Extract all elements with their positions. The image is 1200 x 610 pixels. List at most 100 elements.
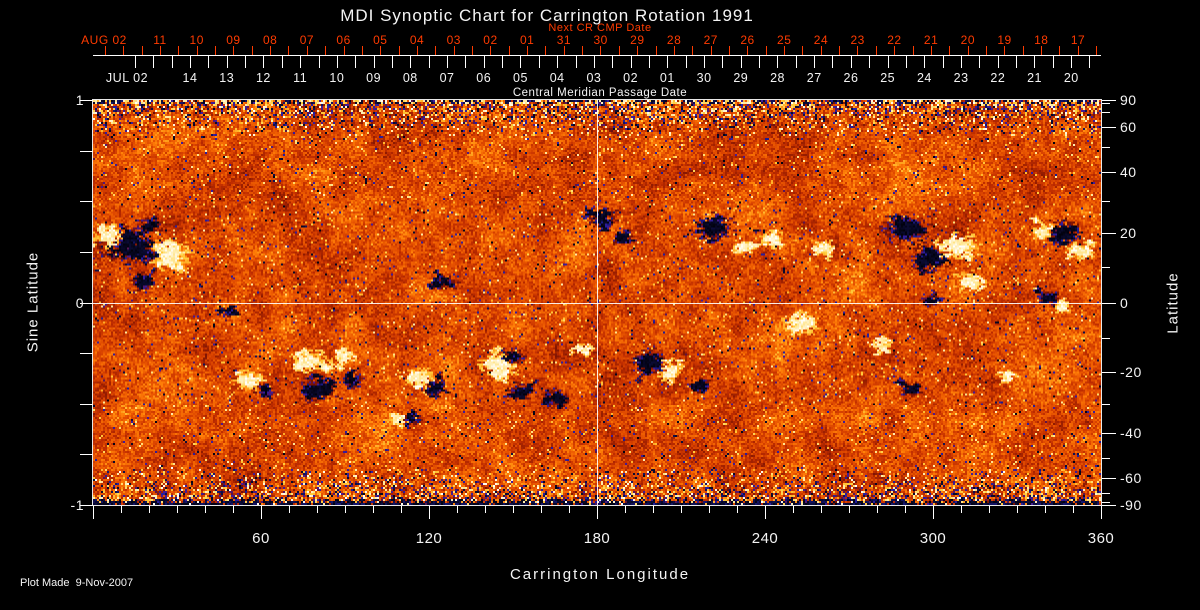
longitude-tick	[597, 506, 598, 519]
cmp-tick	[704, 56, 705, 68]
cmp-tick	[648, 56, 650, 68]
next-cr-day-label: 31	[556, 33, 572, 47]
next-cr-tick	[380, 46, 382, 55]
next-cr-day-label: 28	[666, 33, 682, 47]
sine-latitude-tick	[80, 150, 93, 152]
cmp-tick	[1034, 56, 1036, 68]
cmp-tick	[373, 56, 375, 68]
next-cr-day-label: 06	[336, 33, 351, 47]
longitude-minor-tick	[989, 506, 990, 513]
latitude-minor-tick	[1102, 267, 1110, 269]
cmp-day-label: 26	[843, 71, 859, 85]
sine-latitude-tick	[80, 505, 93, 506]
longitude-tick-label: 180	[583, 530, 611, 547]
longitude-minor-tick	[373, 506, 374, 513]
next-cr-tick	[196, 46, 198, 55]
cmp-day-label: 09	[366, 71, 382, 85]
cmp-tick	[905, 56, 907, 68]
longitude-minor-tick	[653, 506, 654, 513]
longitude-minor-tick	[849, 506, 850, 513]
next-cr-day-label: 20	[960, 33, 976, 47]
next-cr-day-label: 03	[446, 33, 461, 47]
cmp-day-label: 03	[586, 71, 602, 85]
cmp-day-label: 11	[293, 71, 308, 85]
latitude-tick-label: -20	[1120, 363, 1142, 380]
longitude-tick-label: 360	[1087, 530, 1115, 547]
next-cr-day-label: 01	[520, 33, 535, 47]
longitude-minor-tick	[485, 506, 486, 513]
cmp-tick	[410, 56, 412, 68]
cmp-day-label: 12	[255, 71, 271, 85]
cmp-month-label: JUL 02	[105, 71, 149, 85]
cmp-tick	[1089, 56, 1091, 68]
next-cr-tick	[159, 46, 161, 55]
longitude-minor-tick	[1017, 506, 1018, 513]
next-cr-tick	[1077, 46, 1079, 55]
next-cr-tick	[967, 46, 969, 55]
sine-latitude-tick-label: -1	[70, 497, 84, 513]
next-cr-day-label: 23	[850, 33, 865, 47]
longitude-minor-tick	[233, 506, 234, 513]
cmp-day-label: 27	[806, 71, 822, 85]
latitude-tick-label: -60	[1120, 469, 1142, 486]
next-cr-tick	[416, 46, 418, 55]
longitude-tick	[429, 506, 430, 519]
latitude-tick-label: 0	[1120, 294, 1129, 311]
cmp-tick	[135, 56, 136, 68]
next-cr-tick	[435, 46, 437, 55]
cmp-tick	[465, 56, 467, 68]
longitude-minor-tick	[177, 506, 178, 513]
sine-latitude-tick-label: 1	[75, 92, 84, 108]
longitude-tick-label: 60	[252, 530, 270, 547]
cmp-tick	[575, 56, 577, 68]
next-cr-day-label: 17	[1070, 33, 1086, 47]
longitude-tick	[1101, 506, 1102, 519]
longitude-tick	[261, 506, 262, 519]
next-cr-tick	[123, 46, 125, 55]
next-cr-tick	[728, 46, 730, 55]
longitude-minor-tick	[457, 506, 458, 513]
sine-latitude-tick	[80, 353, 93, 355]
next-cr-tick	[398, 46, 400, 55]
cmp-tick	[667, 56, 669, 68]
next-cr-tick	[104, 46, 106, 55]
cmp-tick	[245, 56, 247, 68]
next-cr-tick	[985, 46, 987, 55]
cmp-tick	[1071, 56, 1073, 68]
cmp-tick	[869, 56, 871, 68]
latitude-tick	[1102, 371, 1116, 373]
next-cr-tick	[618, 46, 620, 55]
next-cr-tick	[141, 46, 143, 55]
cmp-tick	[520, 56, 522, 68]
next-cr-tick	[1096, 46, 1098, 55]
longitude-tick-label: 240	[751, 530, 779, 547]
next-cr-tick	[325, 46, 327, 55]
cmp-day-label: 29	[733, 71, 749, 85]
cmp-tick	[795, 56, 797, 68]
cmp-tick	[226, 56, 228, 68]
cmp-tick	[483, 56, 485, 68]
next-cr-day-label: 09	[226, 33, 241, 47]
next-cr-tick	[857, 46, 859, 55]
next-cr-day-label: 07	[299, 33, 315, 47]
next-cr-day-label: 21	[923, 33, 939, 47]
longitude-minor-tick	[877, 506, 878, 513]
longitude-minor-tick	[289, 506, 290, 513]
cmp-tick	[979, 56, 981, 68]
cmp-tick	[190, 56, 192, 68]
cmp-tick	[997, 56, 999, 68]
next-cr-cmp-date-label: Next CR CMP Date	[548, 22, 652, 34]
longitude-tick-label: 120	[415, 530, 443, 547]
next-cr-day-label: 27	[703, 33, 718, 47]
next-cr-tick	[930, 46, 932, 55]
cmp-tick	[740, 56, 742, 68]
next-cr-tick	[747, 46, 749, 55]
longitude-minor-tick	[541, 506, 542, 513]
longitude-minor-tick	[401, 506, 402, 513]
cmp-day-label: 06	[476, 71, 492, 85]
longitude-minor-tick	[569, 506, 570, 513]
cmp-tick	[850, 56, 852, 68]
longitude-minor-tick	[149, 506, 150, 513]
chart-title: MDI Synoptic Chart for Carrington Rotati…	[340, 6, 754, 25]
sine-latitude-tick	[80, 251, 93, 253]
